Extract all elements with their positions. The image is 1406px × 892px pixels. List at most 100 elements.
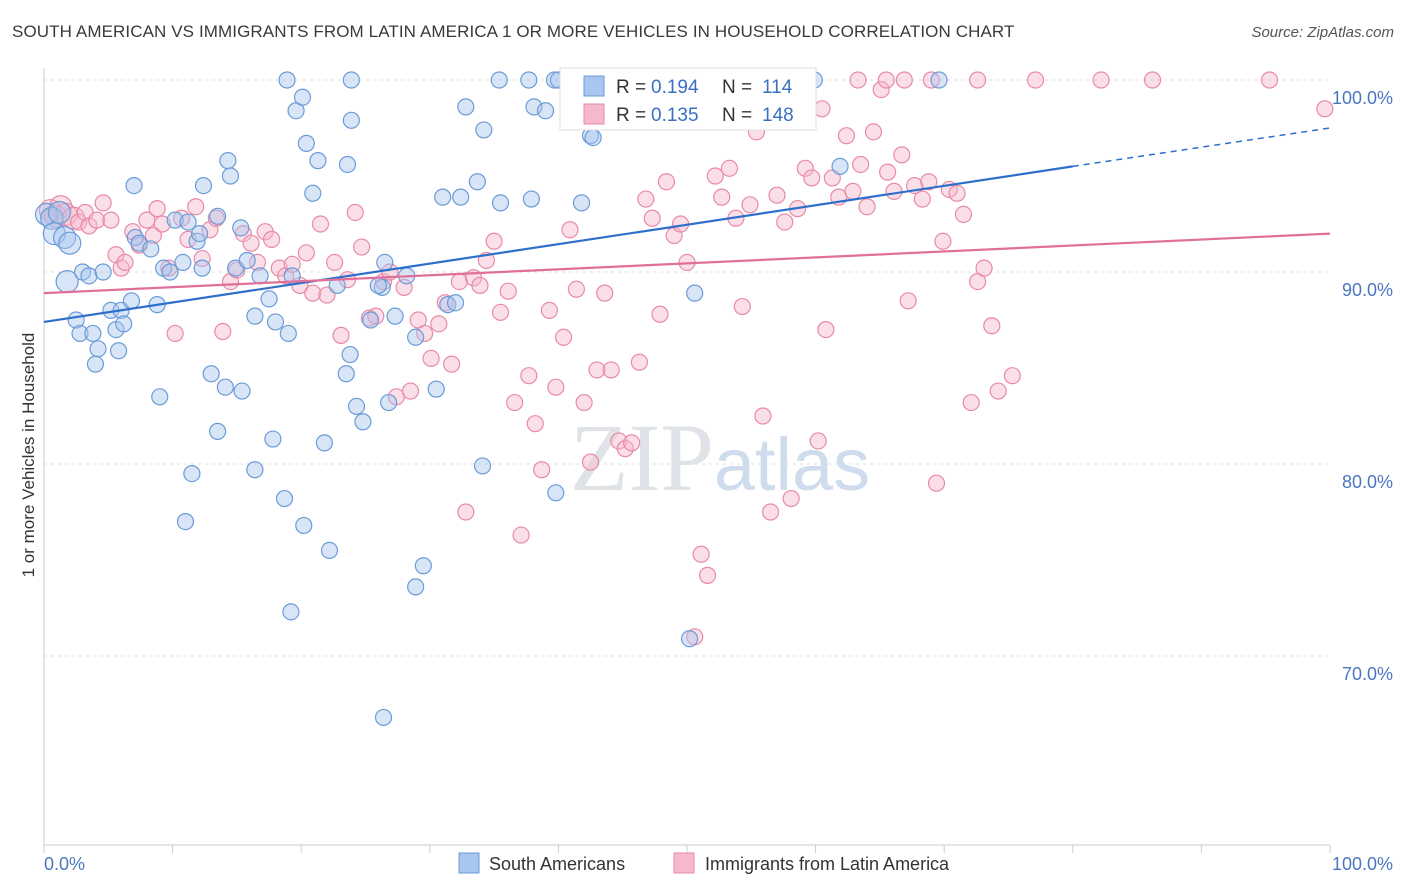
point-immigrant-25 xyxy=(193,249,211,268)
stats-n-value-1: 114 xyxy=(762,77,793,98)
x-tick-label-0: 0.0% xyxy=(44,854,85,874)
point-immigrant-57 xyxy=(416,324,434,343)
stats-r-label-2: R = xyxy=(616,105,646,126)
point-south-american-47 xyxy=(151,388,169,406)
point-immigrant-132 xyxy=(934,232,952,250)
point-south-american-112 xyxy=(831,157,849,175)
point-south-american-108 xyxy=(686,284,704,302)
point-immigrant-149 xyxy=(1092,71,1110,89)
point-immigrant-78 xyxy=(561,221,579,239)
point-immigrant-86 xyxy=(616,440,634,458)
chart-title: SOUTH AMERICAN VS IMMIGRANTS FROM LATIN … xyxy=(12,22,1015,41)
point-south-american-54 xyxy=(246,461,264,479)
point-south-american-103 xyxy=(338,155,357,174)
point-immigrant-135 xyxy=(954,205,973,223)
point-south-american-59 xyxy=(315,434,333,452)
point-immigrant-79 xyxy=(567,280,586,298)
point-immigrant-108 xyxy=(768,186,786,204)
point-south-american-82 xyxy=(475,121,493,139)
point-immigrant-119 xyxy=(844,182,862,200)
point-south-american-23 xyxy=(125,177,143,195)
point-south-american-28 xyxy=(166,211,184,229)
stats-r-label-1: R = xyxy=(616,77,646,98)
point-immigrant-63 xyxy=(457,503,475,521)
stats-box: R = 0.194 N = 114 R = 0.135 N = 148 xyxy=(559,67,817,131)
y-tick-label-0: 100.0% xyxy=(1332,88,1393,108)
stats-r-value-1: 0.194 xyxy=(651,77,699,98)
point-immigrant-145 xyxy=(895,71,913,89)
point-south-american-48 xyxy=(183,465,201,483)
point-immigrant-13 xyxy=(116,253,134,271)
watermark-text: ZIPatlas xyxy=(570,404,870,511)
point-immigrant-17 xyxy=(144,226,162,245)
point-immigrant-134 xyxy=(948,184,966,202)
point-south-american-65 xyxy=(354,413,372,431)
point-south-american-60 xyxy=(320,541,339,560)
point-immigrant-122 xyxy=(864,123,883,141)
point-immigrant-41 xyxy=(304,284,322,302)
point-south-american-84 xyxy=(278,71,296,89)
point-south-american-56 xyxy=(275,489,294,508)
point-immigrant-103 xyxy=(733,297,751,316)
watermark-zip: ZIP xyxy=(570,404,714,511)
point-immigrant-67 xyxy=(485,232,503,250)
point-south-american-102 xyxy=(304,184,322,202)
point-south-american-78 xyxy=(446,294,465,312)
point-immigrant-125 xyxy=(885,182,903,200)
legend-label-south-americans: South Americans xyxy=(489,854,625,874)
point-south-american-89 xyxy=(520,71,538,89)
point-south-american-107 xyxy=(572,194,591,212)
point-immigrant-138 xyxy=(975,259,993,277)
point-immigrant-129 xyxy=(913,190,931,208)
point-immigrant-33 xyxy=(248,253,267,271)
point-south-american-52 xyxy=(216,378,234,396)
legend-swatch-south-americans xyxy=(458,852,480,874)
point-south-american-69 xyxy=(369,276,387,295)
point-immigrant-74 xyxy=(533,461,551,479)
point-immigrant-10 xyxy=(102,211,120,229)
point-south-american-106 xyxy=(547,484,565,502)
point-south-american-10 xyxy=(80,267,98,285)
point-immigrant-152 xyxy=(1316,100,1334,118)
point-immigrant-114 xyxy=(809,432,827,450)
point-south-american-114 xyxy=(374,708,393,727)
point-south-american-101 xyxy=(309,152,327,170)
x-tick-labels: 0.0% 100.0% xyxy=(44,854,1393,874)
stats-swatch-pink xyxy=(583,103,605,125)
point-immigrant-120 xyxy=(852,155,870,174)
point-south-american-32 xyxy=(191,225,209,243)
point-immigrant-126 xyxy=(893,146,911,164)
point-south-american-105 xyxy=(522,190,540,208)
point-south-american-51 xyxy=(209,422,227,440)
point-south-american-73 xyxy=(407,328,425,346)
point-south-american-50 xyxy=(202,365,220,383)
point-south-american-43 xyxy=(260,290,278,308)
point-immigrant-143 xyxy=(849,71,867,89)
point-immigrant-32 xyxy=(242,234,260,252)
point-immigrant-90 xyxy=(643,209,661,227)
point-immigrant-45 xyxy=(332,326,350,344)
point-south-american-41 xyxy=(246,307,264,325)
point-immigrant-115 xyxy=(817,321,835,339)
point-south-american-94 xyxy=(584,129,602,147)
point-immigrant-87 xyxy=(623,434,641,452)
point-south-american-72 xyxy=(380,393,398,412)
point-south-american-76 xyxy=(427,380,445,398)
point-immigrant-8 xyxy=(88,211,106,229)
point-immigrant-118 xyxy=(837,127,856,145)
point-south-american-29 xyxy=(179,213,197,231)
point-immigrant-91 xyxy=(651,305,669,323)
axes xyxy=(43,68,1331,853)
point-immigrant-84 xyxy=(602,361,620,379)
point-immigrant-88 xyxy=(630,353,649,371)
point-immigrant-107 xyxy=(761,503,780,521)
point-immigrant-106 xyxy=(754,407,772,425)
point-south-american-79 xyxy=(434,188,452,206)
point-south-american-81 xyxy=(468,173,486,191)
point-immigrant-97 xyxy=(692,545,710,563)
point-immigrant-62 xyxy=(450,273,468,291)
point-immigrant-83 xyxy=(596,284,614,302)
point-immigrant-70 xyxy=(506,393,524,412)
point-immigrant-72 xyxy=(520,367,538,385)
